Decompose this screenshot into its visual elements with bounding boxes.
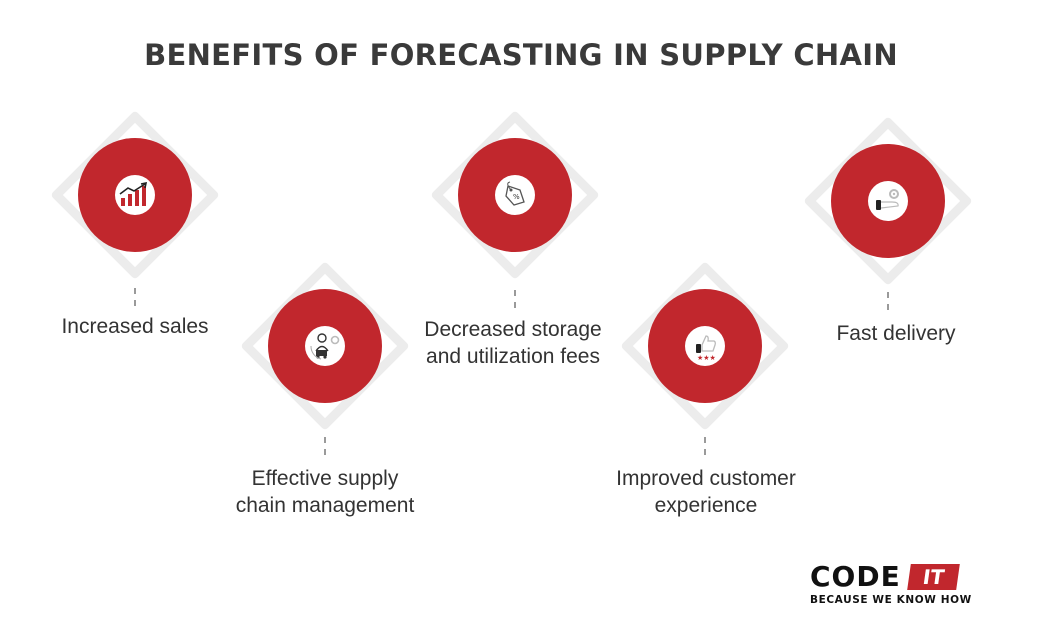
price-tag-icon: % <box>495 175 535 215</box>
diamond-frame <box>793 106 983 296</box>
logo-tagline: BECAUSE WE KNOW HOW <box>810 594 972 606</box>
benefit-circle <box>831 144 945 258</box>
benefit-label: Effective supply chain management <box>235 467 415 517</box>
diamond-frame: % <box>420 100 610 290</box>
benefit-circle: % <box>458 138 572 252</box>
delivery-person-icon <box>305 326 345 366</box>
diamond-frame: ★★★ <box>610 251 800 441</box>
svg-text:★★★: ★★★ <box>697 354 716 362</box>
hand-gear-icon <box>868 181 908 221</box>
benefit-label: Increased sales <box>61 315 209 338</box>
diamond-frame <box>40 100 230 290</box>
logo-code-text: CODE <box>810 560 901 593</box>
benefit-circle <box>268 289 382 403</box>
logo-it-badge: IT <box>906 564 960 590</box>
benefit-circle: ★★★ <box>648 289 762 403</box>
page-title: BENEFITS OF FORECASTING IN SUPPLY CHAIN <box>144 38 898 72</box>
benefit-label: Improved customer experience <box>616 467 796 517</box>
diamond-frame <box>230 251 420 441</box>
benefit-label: Fast delivery <box>836 322 956 345</box>
benefit-label: Decreased storage and utilization fees <box>424 318 602 368</box>
bar-chart-growth-icon <box>115 175 155 215</box>
company-logo: CODE IT BECAUSE WE KNOW HOW <box>810 560 1000 607</box>
thumbs-up-rating-icon: ★★★ <box>685 326 725 366</box>
benefit-circle <box>78 138 192 252</box>
svg-text:%: % <box>513 193 520 201</box>
